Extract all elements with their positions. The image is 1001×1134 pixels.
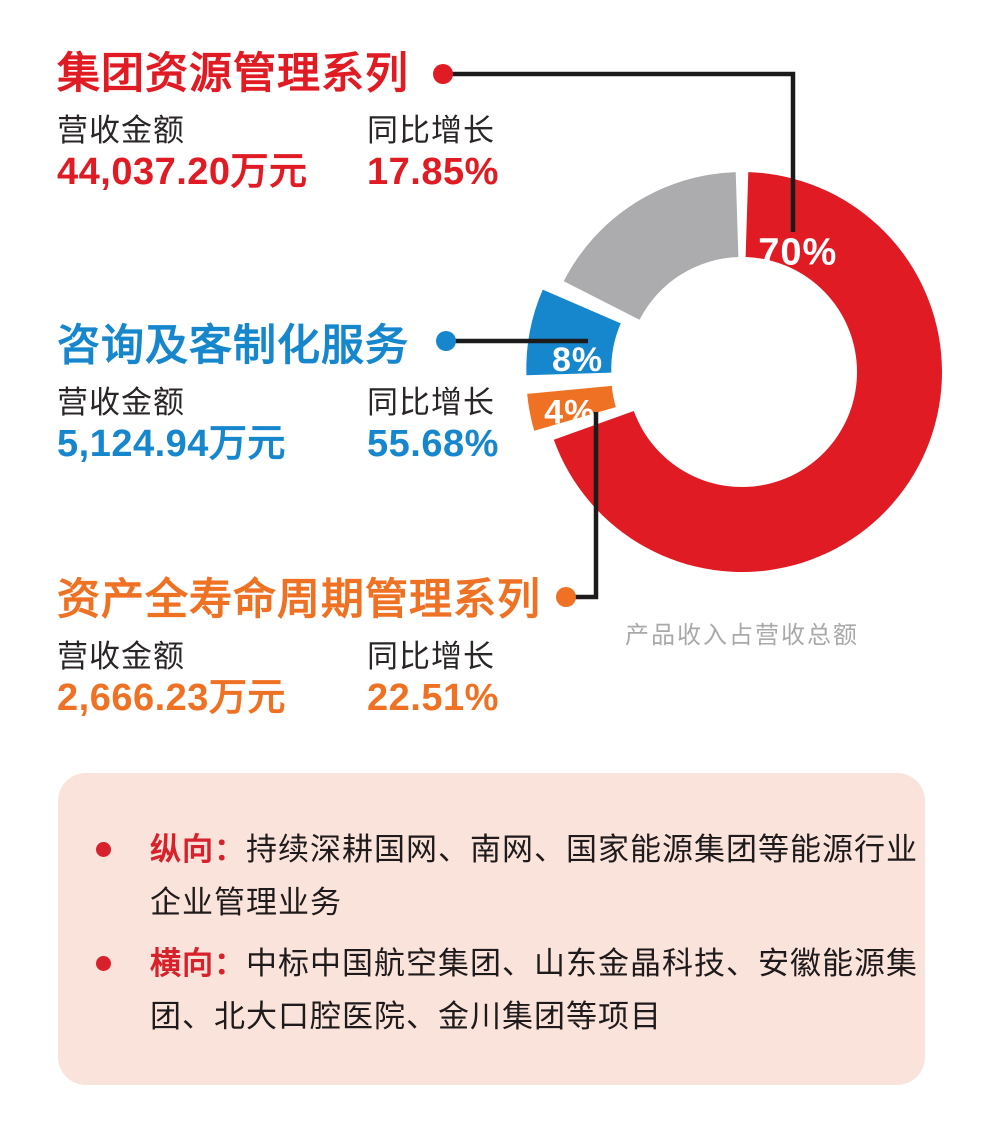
note-item-vertical: 纵向：持续深耕国网、南网、国家能源集团等能源行业企业管理业务 — [96, 823, 922, 929]
growth-metric: 同比增长 22.51% — [367, 638, 677, 720]
note-text: 持续深耕国网、南网、国家能源集团等能源行业企业管理业务 — [150, 832, 918, 920]
section-title: 资产全寿命周期管理系列 — [57, 576, 541, 624]
growth-metric: 同比增长 55.68% — [367, 384, 677, 466]
growth-metric: 同比增长 17.85% — [367, 112, 677, 194]
revenue-label: 营收金额 — [57, 113, 185, 148]
stat-section-group-resource: 集团资源管理系列 营收金额 44,037.20万元 同比增长 17.85% — [57, 48, 677, 194]
growth-label: 同比增长 — [367, 113, 495, 148]
stat-section-asset-lifecycle: 资产全寿命周期管理系列 营收金额 2,666.23万元 同比增长 22.51% — [57, 574, 677, 720]
metrics-row: 营收金额 5,124.94万元 同比增长 55.68% — [57, 384, 677, 466]
growth-value: 55.68% — [367, 423, 499, 465]
notes-list: 纵向：持续深耕国网、南网、国家能源集团等能源行业企业管理业务 横向：中标中国航空… — [58, 773, 925, 1043]
chart-caption: 产品收入占营收总额 — [625, 622, 859, 649]
section-title: 集团资源管理系列 — [57, 50, 409, 98]
revenue-value: 44,037.20万元 — [57, 151, 308, 193]
section-title: 咨询及客制化服务 — [57, 322, 409, 370]
growth-value: 17.85% — [367, 151, 499, 193]
pie-slice-18pct — [563, 172, 739, 320]
note-item-horizontal: 横向：中标中国航空集团、山东金晶科技、安徽能源集团、北大口腔医院、金川集团等项目 — [96, 937, 922, 1043]
revenue-metric: 营收金额 2,666.23万元 — [57, 638, 367, 720]
growth-label: 同比增长 — [367, 385, 495, 420]
revenue-label: 营收金额 — [57, 639, 185, 674]
bullet-dot-icon — [96, 842, 111, 857]
bullet-dot-icon — [96, 956, 111, 971]
note-label: 横向： — [150, 946, 246, 981]
revenue-label: 营收金额 — [57, 385, 185, 420]
revenue-metric: 营收金额 44,037.20万元 — [57, 112, 367, 194]
revenue-value: 2,666.23万元 — [57, 677, 286, 719]
revenue-metric: 营收金额 5,124.94万元 — [57, 384, 367, 466]
slice-label: 70% — [758, 231, 837, 273]
notes-box: 纵向：持续深耕国网、南网、国家能源集团等能源行业企业管理业务 横向：中标中国航空… — [58, 773, 925, 1085]
note-label: 纵向： — [150, 832, 246, 867]
metrics-row: 营收金额 44,037.20万元 同比增长 17.85% — [57, 112, 677, 194]
revenue-value: 5,124.94万元 — [57, 423, 286, 465]
growth-value: 22.51% — [367, 677, 499, 719]
metrics-row: 营收金额 2,666.23万元 同比增长 22.51% — [57, 638, 677, 720]
note-text: 中标中国航空集团、山东金晶科技、安徽能源集团、北大口腔医院、金川集团等项目 — [150, 946, 918, 1034]
growth-label: 同比增长 — [367, 639, 495, 674]
stat-section-consulting: 咨询及客制化服务 营收金额 5,124.94万元 同比增长 55.68% — [57, 320, 677, 466]
